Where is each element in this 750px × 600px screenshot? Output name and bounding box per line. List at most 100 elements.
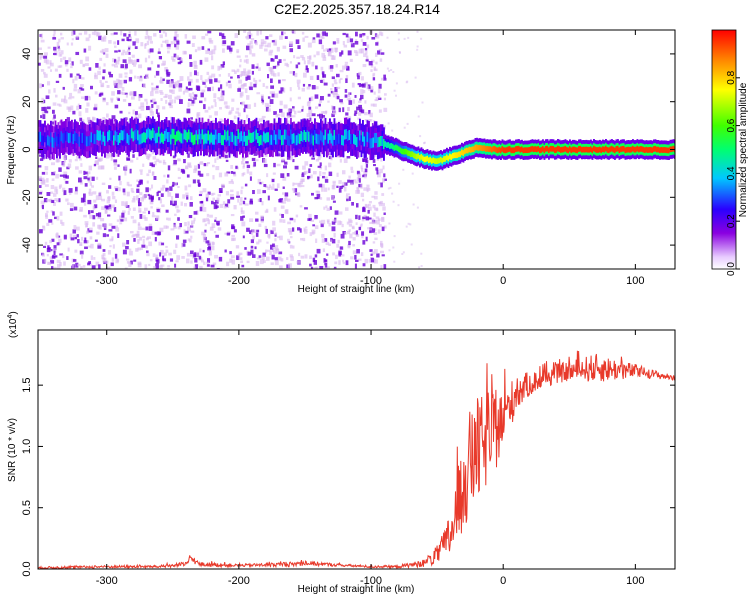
noise-speckle [364, 203, 368, 208]
noise-speckle [249, 218, 254, 222]
noise-speckle [162, 78, 165, 82]
noise-speckle [290, 256, 294, 261]
noise-speckle [378, 97, 382, 100]
noise-speckle [230, 41, 235, 46]
noise-speckle [43, 73, 48, 78]
noise-speckle [364, 100, 367, 104]
noise-speckle [176, 95, 181, 100]
noise-speckle [391, 192, 394, 195]
noise-speckle [378, 83, 382, 89]
ridge-cell [543, 147, 546, 154]
noise-speckle [106, 234, 109, 237]
noise-speckle [316, 75, 320, 80]
noise-speckle [309, 255, 312, 260]
noise-speckle [360, 48, 365, 54]
ridge-cell [641, 146, 643, 152]
noise-speckle [388, 249, 391, 252]
noise-speckle [139, 169, 143, 172]
ridge-cell [395, 144, 397, 151]
ridge-cell [648, 147, 651, 153]
noise-speckle [74, 76, 78, 81]
noise-speckle [56, 189, 59, 195]
ridge-cell [144, 132, 147, 143]
noise-speckle [91, 265, 96, 269]
noise-speckle [338, 252, 342, 257]
noise-speckle [56, 259, 61, 264]
noise-speckle [88, 210, 91, 215]
ridge-cell [443, 156, 445, 162]
noise-speckle [75, 51, 80, 56]
ridge-cell [309, 134, 312, 145]
noise-speckle [284, 196, 288, 201]
noise-speckle [66, 117, 71, 122]
noise-speckle [417, 115, 420, 118]
noise-speckle [58, 238, 62, 243]
noise-speckle [381, 216, 385, 221]
noise-speckle [397, 38, 400, 41]
ridge-cell [162, 133, 165, 144]
ridge-cell [111, 130, 114, 141]
noise-speckle [377, 229, 381, 234]
noise-speckle [374, 191, 378, 195]
noise-speckle [196, 113, 199, 118]
noise-speckle [241, 161, 244, 165]
noise-speckle [382, 206, 386, 211]
noise-speckle [46, 199, 51, 202]
noise-speckle [97, 216, 101, 220]
noise-speckle [377, 50, 381, 55]
noise-speckle [242, 200, 246, 205]
ridge-cell [102, 131, 105, 142]
noise-speckle [191, 220, 195, 224]
ridge-cell [113, 135, 115, 146]
noise-speckle [75, 166, 79, 170]
noise-speckle [246, 35, 250, 40]
noise-speckle [74, 158, 78, 162]
noise-speckle [377, 218, 381, 221]
noise-speckle [266, 241, 269, 244]
noise-speckle [226, 45, 231, 50]
noise-speckle [52, 117, 56, 121]
noise-speckle [327, 187, 330, 191]
noise-speckle [102, 117, 106, 121]
noise-speckle [414, 76, 417, 79]
noise-speckle [257, 189, 261, 194]
ridge-cell [666, 147, 669, 154]
snr-panel: -300 -200 -100 0 100 0.00.51.01.5 Height of … [7, 311, 676, 595]
noise-speckle [111, 91, 115, 96]
noise-speckle [220, 190, 223, 193]
noise-speckle [310, 266, 314, 269]
noise-speckle [334, 210, 339, 215]
ridge-cell [362, 131, 364, 142]
noise-speckle [354, 110, 358, 115]
noise-speckle [282, 45, 287, 49]
noise-speckle [52, 34, 56, 38]
noise-speckle [401, 253, 404, 255]
noise-speckle [287, 109, 291, 112]
noise-speckle [111, 115, 116, 119]
noise-speckle [359, 98, 362, 101]
noise-speckle [362, 42, 367, 46]
noise-speckle [281, 112, 285, 118]
noise-speckle [106, 102, 109, 106]
noise-speckle [295, 39, 300, 44]
noise-speckle [265, 85, 269, 89]
noise-speckle [368, 217, 372, 220]
noise-speckle [200, 203, 205, 207]
noise-speckle [162, 31, 166, 34]
noise-speckle [221, 33, 225, 38]
ridge-cell [416, 153, 418, 160]
ridge-cell [201, 129, 204, 140]
noise-speckle [350, 42, 355, 48]
ridge-cell [302, 132, 304, 143]
noise-speckle [145, 153, 149, 157]
ridge-cell [359, 130, 361, 141]
noise-speckle [56, 242, 60, 246]
ridge-cell [441, 157, 444, 164]
noise-speckle [255, 159, 259, 162]
noise-speckle [237, 112, 241, 117]
ridge-cell [318, 134, 321, 145]
noise-speckle [279, 100, 283, 106]
noise-speckle [241, 157, 246, 160]
noise-speckle [322, 57, 327, 61]
noise-speckle [225, 159, 229, 162]
